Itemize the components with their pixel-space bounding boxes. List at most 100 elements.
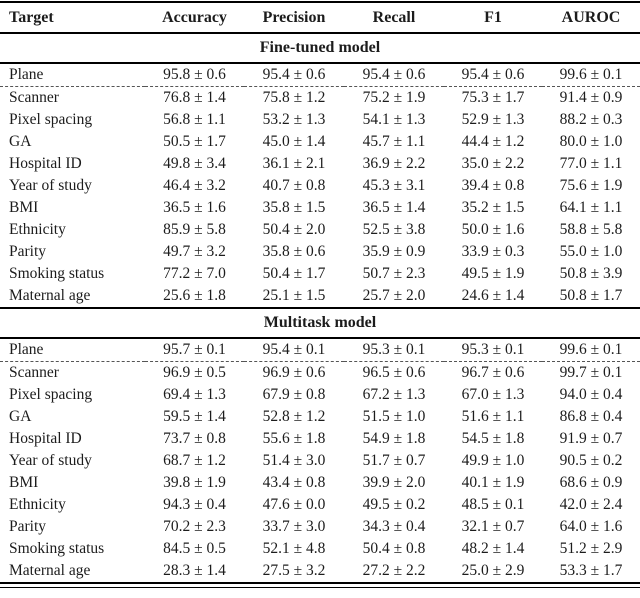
metric-cell: 55.6 ± 1.8 [262, 430, 326, 448]
column-header-accuracy: Accuracy [145, 2, 244, 34]
column-header-f1: F1 [444, 2, 542, 34]
metric-cell: 58.8 ± 5.8 [559, 221, 623, 239]
metric-cell: 54.9 ± 1.8 [362, 430, 426, 448]
metric-cell: 59.5 ± 1.4 [163, 408, 226, 426]
metric-cell: 44.4 ± 1.2 [461, 133, 525, 151]
table-row: GA 59.5 ± 1.4 52.8 ± 1.2 51.5 ± 1.0 51.6… [0, 406, 640, 428]
metric-cell: 51.7 ± 0.7 [362, 452, 426, 470]
metric-cell: 77.0 ± 1.1 [559, 155, 623, 173]
metric-cell: 50.8 ± 3.9 [559, 265, 623, 283]
metric-cell: 39.9 ± 2.0 [362, 474, 426, 492]
metric-cell: 25.7 ± 2.0 [362, 287, 426, 305]
metric-cell: 68.7 ± 1.2 [163, 452, 226, 470]
metric-cell: 64.0 ± 1.6 [559, 518, 623, 536]
metric-cell: 35.0 ± 2.2 [461, 155, 525, 173]
metric-cell: 52.5 ± 3.8 [362, 221, 426, 239]
metric-cell: 34.3 ± 0.4 [362, 518, 426, 536]
target-cell: Scanner [0, 361, 145, 384]
target-cell: Hospital ID [9, 430, 82, 448]
target-cell: Parity [9, 518, 47, 536]
metric-cell: 95.4 ± 0.6 [461, 66, 525, 84]
metric-cell: 49.5 ± 0.2 [362, 496, 426, 514]
metric-cell: 40.1 ± 1.9 [461, 474, 525, 492]
results-table: Target Accuracy Precision Recall F1 AURO… [0, 1, 640, 584]
table-row: Hospital ID 49.8 ± 3.4 36.1 ± 2.1 36.9 ±… [0, 153, 640, 175]
metric-cell: 80.0 ± 1.0 [559, 133, 623, 151]
metric-cell: 53.3 ± 1.7 [559, 562, 623, 580]
metric-cell: 54.1 ± 1.3 [362, 111, 426, 129]
section-header-row: Fine-tuned model [0, 33, 640, 64]
metric-cell: 46.4 ± 3.2 [163, 177, 226, 195]
table-row: Pixel spacing 69.4 ± 1.3 67.9 ± 0.8 67.2… [0, 384, 640, 406]
metric-cell: 91.4 ± 0.9 [542, 86, 640, 109]
table-row: BMI 39.8 ± 1.9 43.4 ± 0.8 39.9 ± 2.0 40.… [0, 472, 640, 494]
table-row: Maternal age 25.6 ± 1.8 25.1 ± 1.5 25.7 … [0, 285, 640, 308]
metric-cell: 95.4 ± 0.6 [262, 66, 326, 84]
metric-cell: 27.5 ± 3.2 [262, 562, 326, 580]
metric-cell: 27.2 ± 2.2 [362, 562, 426, 580]
metric-cell: 95.4 ± 0.6 [362, 66, 426, 84]
metric-cell: 75.6 ± 1.9 [559, 177, 623, 195]
metric-cell: 99.6 ± 0.1 [559, 341, 623, 359]
metric-cell: 76.8 ± 1.4 [145, 86, 244, 109]
metric-cell: 49.5 ± 1.9 [461, 265, 525, 283]
metric-cell: 99.6 ± 0.1 [559, 66, 623, 84]
metric-cell: 24.6 ± 1.4 [461, 287, 525, 305]
metric-cell: 75.8 ± 1.2 [244, 86, 344, 109]
metric-cell: 50.4 ± 2.0 [262, 221, 326, 239]
metric-cell: 88.2 ± 0.3 [559, 111, 623, 129]
metric-cell: 95.3 ± 0.1 [362, 341, 426, 359]
metric-cell: 25.1 ± 1.5 [262, 287, 326, 305]
target-cell: Scanner [0, 86, 145, 109]
target-cell: Plane [9, 341, 44, 359]
metric-cell: 67.0 ± 1.3 [461, 386, 525, 404]
table-row: Parity 49.7 ± 3.2 35.8 ± 0.6 35.9 ± 0.9 … [0, 241, 640, 263]
metric-cell: 75.2 ± 1.9 [344, 86, 444, 109]
table-row: Plane 95.8 ± 0.6 95.4 ± 0.6 95.4 ± 0.6 9… [0, 63, 640, 87]
table-row: Scanner 76.8 ± 1.4 75.8 ± 1.2 75.2 ± 1.9… [0, 86, 640, 109]
section-title-multitask: Multitask model [0, 308, 640, 339]
table-row: GA 50.5 ± 1.7 45.0 ± 1.4 45.7 ± 1.1 44.4… [0, 131, 640, 153]
table-row: Smoking status 84.5 ± 0.5 52.1 ± 4.8 50.… [0, 538, 640, 560]
metric-cell: 85.9 ± 5.8 [163, 221, 226, 239]
metric-cell: 52.9 ± 1.3 [461, 111, 525, 129]
target-cell: Ethnicity [9, 221, 66, 239]
metric-cell: 73.7 ± 0.8 [163, 430, 226, 448]
metric-cell: 54.5 ± 1.8 [461, 430, 525, 448]
metric-cell: 28.3 ± 1.4 [163, 562, 226, 580]
metric-cell: 69.4 ± 1.3 [163, 386, 226, 404]
multitask-section-body: Plane 95.7 ± 0.1 95.4 ± 0.1 95.3 ± 0.1 9… [0, 338, 640, 583]
metric-cell: 55.0 ± 1.0 [559, 243, 623, 261]
metric-cell: 50.8 ± 1.7 [559, 287, 623, 305]
metric-cell: 94.0 ± 0.4 [559, 386, 623, 404]
metric-cell: 51.5 ± 1.0 [362, 408, 426, 426]
metric-cell: 95.8 ± 0.6 [163, 66, 226, 84]
metric-cell: 49.8 ± 3.4 [163, 155, 226, 173]
metric-cell: 36.5 ± 1.4 [362, 199, 426, 217]
section-title-finetuned: Fine-tuned model [0, 33, 640, 64]
metric-cell: 75.3 ± 1.7 [444, 86, 542, 109]
metric-cell: 48.2 ± 1.4 [461, 540, 525, 558]
metric-cell: 48.5 ± 0.1 [461, 496, 525, 514]
metric-cell: 35.2 ± 1.5 [461, 199, 525, 217]
table-row: Plane 95.7 ± 0.1 95.4 ± 0.1 95.3 ± 0.1 9… [0, 338, 640, 362]
metric-cell: 45.0 ± 1.4 [262, 133, 326, 151]
target-cell: Year of study [9, 452, 92, 470]
table-row: Pixel spacing 56.8 ± 1.1 53.2 ± 1.3 54.1… [0, 109, 640, 131]
metric-cell: 84.5 ± 0.5 [163, 540, 226, 558]
metric-cell: 96.5 ± 0.6 [344, 361, 444, 384]
metric-cell: 50.5 ± 1.7 [163, 133, 226, 151]
target-cell: GA [9, 133, 32, 151]
section-header-row: Multitask model [0, 308, 640, 339]
column-header-auroc: AUROC [542, 2, 640, 34]
metric-cell: 67.2 ± 1.3 [362, 386, 426, 404]
metric-cell: 42.0 ± 2.4 [559, 496, 623, 514]
target-cell: Parity [9, 243, 47, 261]
table-row: Ethnicity 85.9 ± 5.8 50.4 ± 2.0 52.5 ± 3… [0, 219, 640, 241]
metric-cell: 99.7 ± 0.1 [542, 361, 640, 384]
metric-cell: 67.9 ± 0.8 [262, 386, 326, 404]
target-cell: Hospital ID [9, 155, 82, 173]
target-cell: Maternal age [9, 287, 91, 305]
metric-cell: 50.4 ± 1.7 [262, 265, 326, 283]
